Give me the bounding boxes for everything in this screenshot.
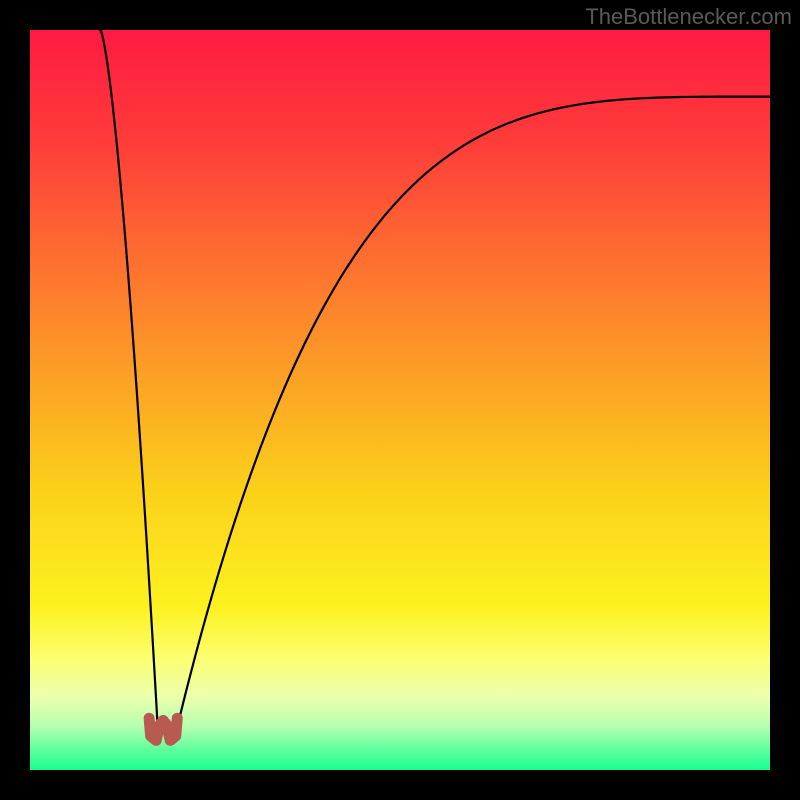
chart-root: { "canvas": { "width": 800, "height": 80… bbox=[0, 0, 800, 800]
chart-svg bbox=[0, 0, 800, 800]
watermark-text: TheBottlenecker.com bbox=[585, 4, 792, 30]
